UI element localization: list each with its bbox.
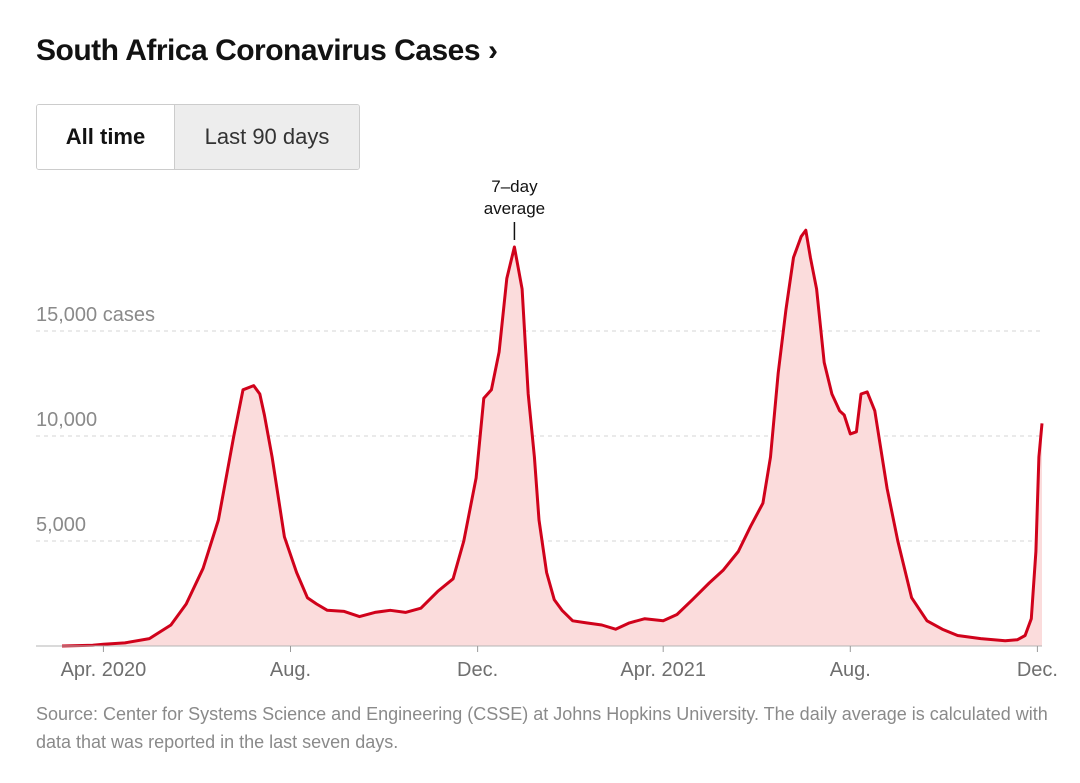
annotation-label: average — [484, 199, 545, 218]
page-title[interactable]: South Africa Coronavirus Cases › — [36, 34, 498, 68]
x-tick-label: Dec. — [457, 659, 498, 681]
annotation-label: 7–day — [491, 177, 538, 196]
chevron-right-icon: › — [488, 34, 498, 67]
title-text: South Africa Coronavirus Cases — [36, 34, 481, 67]
cases-chart: 15,000 cases 10,000 5,000 Apr. 2020 Aug. Dec.… — [36, 177, 1058, 681]
tab-last-90-days[interactable]: Last 90 days — [175, 105, 359, 169]
series-line — [61, 228, 1044, 648]
time-range-toggle: All time Last 90 days — [36, 104, 360, 170]
x-tick-label: Aug. — [830, 659, 871, 681]
x-tick-label: Dec. — [1017, 659, 1058, 681]
y-tick-label: 5,000 — [36, 514, 86, 536]
source-note: Source: Center for Systems Science and E… — [36, 704, 1048, 752]
x-tick-label: Apr. 2020 — [61, 659, 147, 681]
area-fill — [62, 230, 1042, 646]
y-tick-label: 10,000 — [36, 409, 97, 431]
x-tick-label: Aug. — [270, 659, 311, 681]
tab-all-time[interactable]: All time — [37, 105, 175, 169]
x-tick-label: Apr. 2021 — [620, 659, 706, 681]
y-tick-label: 15,000 cases — [36, 304, 155, 326]
